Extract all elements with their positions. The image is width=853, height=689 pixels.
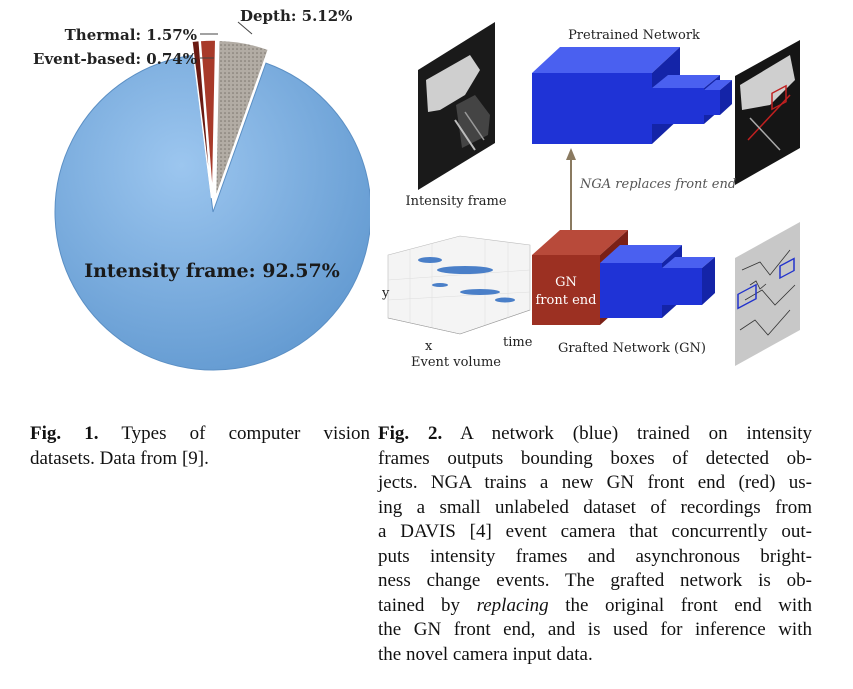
pretrained-network-label: Pretrained Network [568, 28, 700, 43]
fig2-caption-line-9: the GN front end, and is used for infere… [378, 619, 812, 640]
gn-label: GN [555, 275, 577, 290]
fig2-caption-line-7: ness change events. The grafted network … [378, 570, 812, 591]
axis-time-label: time [503, 335, 533, 350]
slice-thermal [199, 39, 217, 199]
intensity-frame-label: Intensity frame: 92.57% [84, 260, 340, 282]
grafted-network-label: Grafted Network (GN) [558, 341, 706, 356]
grafted-network-blocks [600, 245, 715, 318]
front-end-label: front end [536, 293, 597, 308]
axis-x-label: x [425, 339, 433, 354]
event-volume-text: Event volume [411, 355, 501, 370]
pie-chart: Thermal: 1.57% Event-based: 0.74% Depth:… [33, 7, 370, 371]
fig1-caption: Fig. 1. Types of computer vision dataset… [30, 422, 370, 471]
depth-leader [237, 21, 253, 35]
fig2-caption-line-5: a DAVIS [4] event camera that concurrent… [378, 521, 812, 542]
fig2-caption: Fig. 2. A network (blue) trained on inte… [378, 422, 812, 667]
pretrained-network-blocks [532, 47, 732, 144]
intensity-frame-text: Intensity frame [405, 194, 506, 209]
fig1-caption-label: Fig. 1. [30, 423, 99, 444]
fig2-caption-line-4: ing a small unlabeled dataset of recordi… [378, 496, 812, 518]
slice-depth [214, 39, 270, 199]
nga-arrowhead-up [566, 148, 576, 160]
fig2-caption-line-2: frames outputs bounding boxes of detecte… [378, 447, 812, 469]
fig2-caption-line-3: jects. NGA trains a new GN front end (re… [378, 472, 812, 493]
fig1-caption-line-2: datasets. Data from [9]. [30, 447, 209, 469]
fig2-caption-line-10: the novel camera input data. [378, 643, 593, 665]
slice-event-based [191, 39, 213, 199]
axis-y-label: y [381, 286, 390, 301]
fig2-caption-line-8: tained by replacing the original front e… [378, 594, 812, 616]
intensity-frame-image [418, 22, 495, 190]
detection-output-image [735, 40, 800, 185]
fig2-caption-line-6: puts intensity frames and asynchronous b… [378, 545, 812, 567]
event-volume-plot [387, 235, 531, 335]
nga-diagram: Intensity frame Pretrained Network NGA r… [381, 22, 800, 370]
event-based-label: Event-based: 0.74% [33, 50, 197, 68]
depth-label: Depth: 5.12% [240, 7, 352, 25]
thermal-label: Thermal: 1.57% [65, 26, 197, 44]
fig2-caption-line-1: A network (blue) trained on intensity [460, 423, 812, 444]
slice-intensity-frame [54, 54, 370, 371]
nga-replaces-label: NGA replaces front end [579, 177, 736, 192]
fig1-caption-line-1: Types of computer vision [121, 423, 370, 444]
fig2-caption-label: Fig. 2. [378, 423, 443, 444]
event-detection-output-image [735, 222, 800, 366]
